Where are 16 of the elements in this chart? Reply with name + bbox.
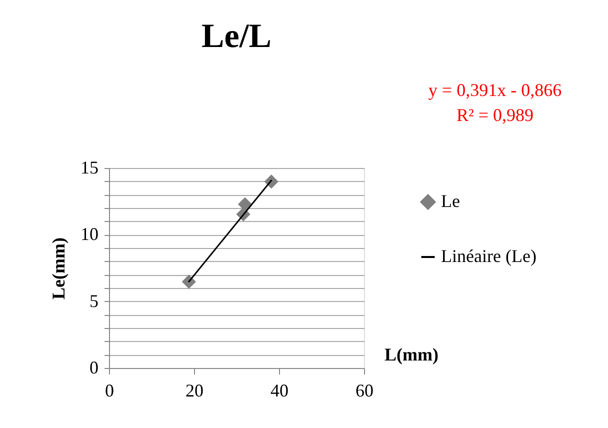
legend-label: Le [441, 191, 460, 211]
text: R² = 0,989 [456, 105, 534, 125]
y-tick-label: 5 [90, 290, 98, 311]
x-tick-label: 20 [186, 380, 204, 400]
y-tick-label: 10 [80, 224, 98, 244]
x-tick-label: 60 [356, 380, 374, 400]
point [264, 174, 278, 189]
y-tick-label: 15 [80, 158, 98, 178]
x-axis-title: L(mm) [384, 344, 438, 364]
y-tick-label: 0 [90, 358, 98, 378]
text: y = 0,391x - 0,866 [428, 80, 562, 100]
y-axis-title: Le(mm) [48, 238, 68, 300]
x-tick-label: 40 [270, 380, 288, 400]
x-tick-label: 0 [105, 380, 114, 400]
legend-label: Linéaire (Le) [441, 246, 536, 266]
chart-title: Le/L [202, 18, 272, 55]
